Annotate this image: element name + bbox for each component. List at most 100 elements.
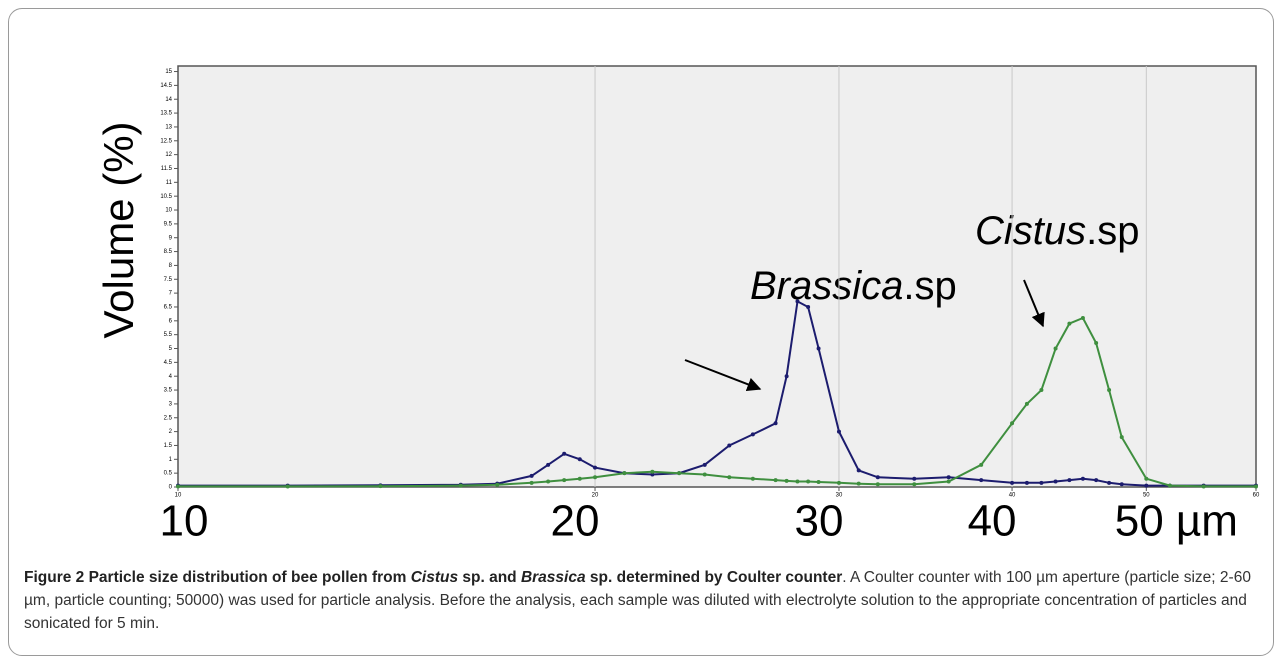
data-point — [1039, 388, 1044, 393]
y-tick-label: 8 — [169, 263, 173, 269]
annotation-italic: Brassica — [750, 264, 903, 308]
data-point — [816, 480, 821, 485]
y-tick-label: 4 — [169, 374, 173, 380]
data-point — [702, 462, 707, 467]
x-tick-label: 30 — [836, 493, 843, 499]
arrow — [1023, 279, 1045, 328]
y-tick-label: 8.5 — [164, 249, 173, 255]
data-point — [1039, 480, 1044, 485]
caption-part: sp. and — [458, 569, 521, 586]
data-point — [577, 457, 582, 462]
data-point — [546, 462, 551, 467]
data-point — [378, 484, 383, 489]
data-point — [1010, 421, 1015, 426]
data-point — [784, 374, 789, 379]
y-tick-label: 14.5 — [160, 83, 172, 89]
annotation-text: .sp — [1086, 209, 1139, 253]
data-point — [529, 480, 534, 485]
y-tick-label: 5 — [169, 346, 173, 352]
data-point — [1094, 340, 1099, 345]
annotation: Brassica.sp — [750, 264, 957, 308]
data-point — [836, 429, 841, 434]
data-point — [773, 478, 778, 483]
data-point — [912, 482, 917, 487]
data-point — [750, 476, 755, 481]
caption-part: sp. determined by Coulter counter — [585, 569, 843, 586]
y-tick-label: 3.5 — [164, 388, 173, 394]
caption-part: Brassica — [520, 569, 586, 586]
data-point — [593, 465, 598, 470]
y-tick-label: 4.5 — [164, 360, 173, 366]
caption-text: . A Coulter counter with 100 µm aperture… — [24, 569, 1251, 632]
data-point — [1167, 483, 1172, 488]
data-point — [1144, 476, 1149, 481]
data-point — [458, 483, 463, 488]
data-point — [727, 475, 732, 480]
y-tick-label: 5.5 — [164, 332, 173, 338]
data-point — [562, 478, 567, 483]
data-point — [875, 475, 880, 480]
data-point — [1080, 316, 1085, 321]
x-tick-label: 40 — [1009, 493, 1016, 499]
y-tick-label: 10.5 — [160, 194, 172, 200]
x-axis-label: 20 — [551, 497, 600, 546]
data-point — [806, 479, 811, 484]
data-point — [1119, 435, 1124, 440]
data-point — [1067, 478, 1072, 483]
data-point — [1053, 479, 1058, 484]
data-point — [836, 480, 841, 485]
data-point — [1119, 482, 1124, 487]
y-tick-label: 7.5 — [164, 277, 173, 283]
y-tick-label: 10 — [165, 208, 172, 214]
data-point — [622, 471, 627, 476]
data-point — [1010, 480, 1015, 485]
data-point — [750, 432, 755, 437]
data-point — [285, 484, 290, 489]
data-point — [1024, 480, 1029, 485]
y-axis-label: Volume (%) — [95, 121, 142, 338]
y-tick-label: 2.5 — [164, 415, 173, 421]
y-tick-label: 9 — [169, 235, 173, 241]
y-tick-label: 12.5 — [160, 138, 172, 144]
data-point — [495, 482, 500, 487]
data-point — [650, 472, 655, 477]
data-point — [650, 469, 655, 474]
data-point — [856, 468, 861, 473]
y-tick-label: 9.5 — [164, 221, 173, 227]
x-axis-label: 10 — [160, 497, 209, 546]
data-point — [562, 451, 567, 456]
y-tick-label: 3 — [169, 401, 173, 407]
data-point — [1144, 483, 1149, 488]
arrow — [684, 359, 762, 391]
data-point — [795, 479, 800, 484]
data-point — [677, 471, 682, 476]
data-point — [1067, 321, 1072, 326]
data-point — [795, 299, 800, 304]
figure-frame — [8, 8, 1274, 656]
series-line — [178, 316, 1256, 488]
data-point — [1024, 401, 1029, 406]
data-point — [1094, 478, 1099, 483]
data-point — [1107, 480, 1112, 485]
caption: Figure 2 Particle size distribution of b… — [24, 566, 1264, 635]
y-tick-label: 7 — [169, 291, 173, 297]
x-axis-label: 50 µm — [1115, 497, 1238, 546]
data-point — [702, 472, 707, 477]
y-tick-label: 15 — [165, 69, 172, 75]
data-point — [875, 482, 880, 487]
annotation-text: .sp — [903, 264, 956, 308]
annotation-italic: Cistus — [975, 209, 1086, 253]
data-point — [946, 475, 951, 480]
y-tick-label: 2 — [169, 429, 173, 435]
data-point — [546, 479, 551, 484]
data-point — [593, 475, 598, 480]
data-point — [773, 421, 778, 426]
y-tick-label: 12 — [165, 152, 172, 158]
data-point — [176, 484, 180, 489]
y-tick-label: 13.5 — [160, 111, 172, 117]
y-tick-label: 6.5 — [164, 305, 173, 311]
data-point — [856, 481, 861, 486]
plot-area — [177, 65, 1257, 488]
